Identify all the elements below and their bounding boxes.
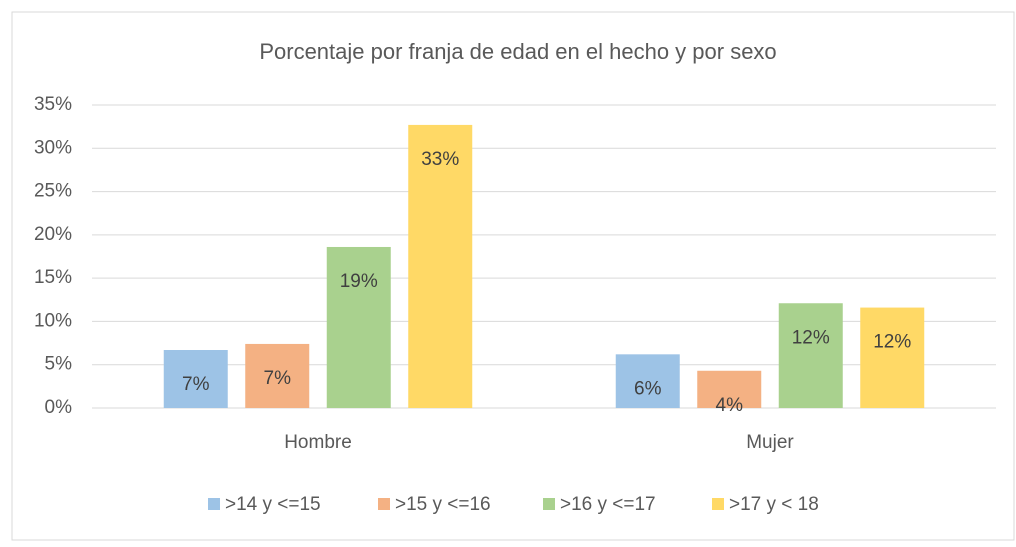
legend-swatch [378,498,390,510]
bar [326,246,391,408]
x-tick-label: Hombre [284,432,352,453]
data-label: 6% [634,378,662,399]
legend-label: >17 y < 18 [729,494,819,515]
y-tick-label: 15% [34,267,72,288]
bar [778,303,843,408]
legend-swatch [712,498,724,510]
y-tick-label: 10% [34,310,72,331]
data-label: 4% [716,395,744,416]
data-label: 33% [421,149,459,170]
bar [860,307,925,408]
data-label: 7% [182,374,210,395]
y-tick-label: 20% [34,224,72,245]
legend-swatch [208,498,220,510]
data-label: 7% [264,368,292,389]
y-tick-label: 0% [45,397,73,418]
legend-label: >16 y <=17 [560,494,656,515]
legend-swatch [543,498,555,510]
data-label: 19% [340,271,378,292]
y-tick-label: 35% [34,94,72,115]
y-tick-label: 5% [45,354,73,375]
data-label: 12% [792,327,830,348]
bar [245,343,310,408]
legend-label: >14 y <=15 [225,494,321,515]
legend-label: >15 y <=16 [395,494,491,515]
bar [163,349,228,408]
chart-frame [11,11,1015,541]
bar [408,124,473,408]
y-tick-label: 30% [34,137,72,158]
chart-title: Porcentaje por franja de edad en el hech… [259,39,776,64]
bar [615,354,680,408]
bar [697,370,762,408]
data-label: 12% [873,332,911,353]
y-tick-label: 25% [34,181,72,202]
x-tick-label: Mujer [746,432,794,453]
